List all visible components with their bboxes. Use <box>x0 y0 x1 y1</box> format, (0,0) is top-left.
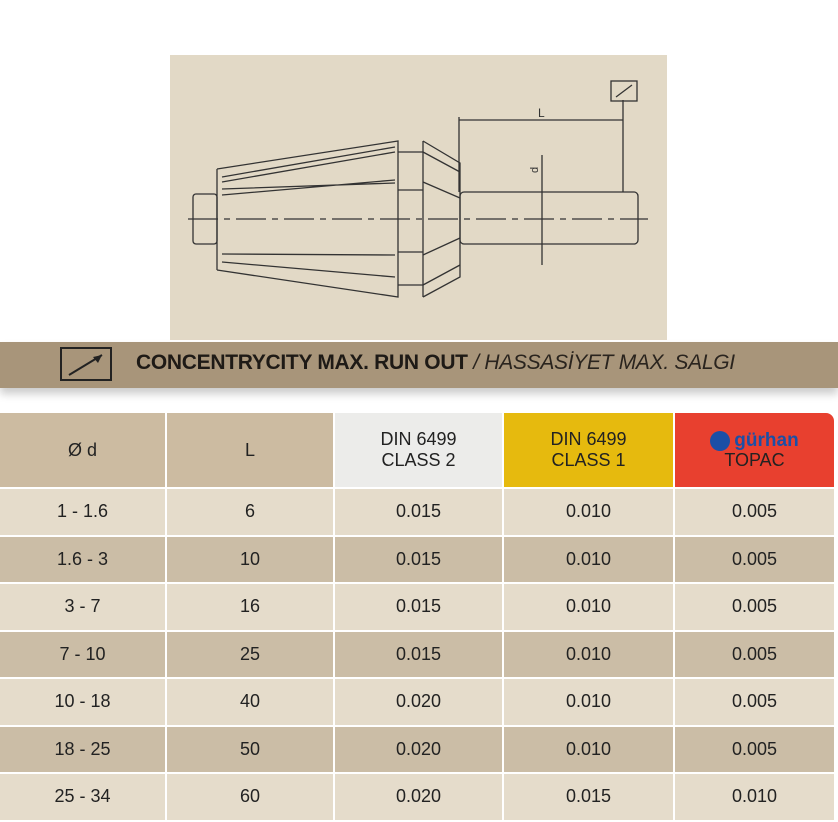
table-row: 1 - 1.6 6 0.015 0.010 0.005 <box>0 489 834 535</box>
table-cell: 0.020 <box>335 679 502 725</box>
table-cell: 0.015 <box>335 631 502 677</box>
table-row: 10 - 18 40 0.020 0.010 0.005 <box>0 679 834 725</box>
header-line: CLASS 2 <box>381 450 456 470</box>
runout-table: Ø d L DIN 6499 CLASS 2 DIN 6499 CLASS 1 gü… <box>0 411 836 822</box>
table-cell: 0.015 <box>335 536 502 582</box>
logo-text: gürhan <box>734 429 799 451</box>
table-cell: 1 - 1.6 <box>0 489 165 535</box>
gurhan-g-icon <box>710 430 731 451</box>
table-cell: 0.020 <box>335 774 502 820</box>
table-cell: 0.005 <box>675 726 834 772</box>
table-cell: 50 <box>167 726 333 772</box>
header-length: L <box>167 413 333 487</box>
header-din-class2: DIN 6499 CLASS 2 <box>335 413 502 487</box>
table-cell: 0.005 <box>675 631 834 677</box>
table-cell: 0.015 <box>504 774 673 820</box>
table-cell: 10 - 18 <box>0 679 165 725</box>
table-cell: 40 <box>167 679 333 725</box>
header-diameter: Ø d <box>0 413 165 487</box>
table-cell: 0.010 <box>675 774 834 820</box>
table-header-row: Ø d L DIN 6499 CLASS 2 DIN 6499 CLASS 1 gü… <box>0 413 834 487</box>
table-cell: 6 <box>167 489 333 535</box>
table-cell: 0.005 <box>675 536 834 582</box>
table-row: 18 - 25 50 0.020 0.010 0.005 <box>0 726 834 772</box>
section-banner: CONCENTRYCITY MAX. RUN OUT / HASSASİYET … <box>0 342 838 388</box>
gurhan-logo: gürhan <box>675 430 834 452</box>
header-line: CLASS 1 <box>551 450 626 470</box>
runout-arrow-icon <box>60 347 112 381</box>
table-cell: 1.6 - 3 <box>0 536 165 582</box>
banner-separator: / <box>467 351 485 374</box>
header-din-class1: DIN 6499 CLASS 1 <box>504 413 673 487</box>
header-topac: TOPAC <box>724 449 785 470</box>
table-cell: 0.010 <box>504 536 673 582</box>
banner-title-tr: HASSASİYET MAX. SALGI <box>484 351 735 374</box>
table-cell: 0.005 <box>675 584 834 630</box>
header-gurhan-topac: gürhan TOPAC <box>675 413 834 487</box>
runout-arrow-icon <box>615 84 633 98</box>
table-row: 1.6 - 3 10 0.015 0.010 0.005 <box>0 536 834 582</box>
table-cell: 0.010 <box>504 679 673 725</box>
table-row: 3 - 7 16 0.015 0.010 0.005 <box>0 584 834 630</box>
table-cell: 0.010 <box>504 489 673 535</box>
table-cell: 0.020 <box>335 726 502 772</box>
banner-title-en: CONCENTRYCITY MAX. RUN OUT <box>136 351 468 374</box>
table-row: 25 - 34 60 0.020 0.015 0.010 <box>0 774 834 820</box>
table-cell: 0.015 <box>335 584 502 630</box>
table-cell: 0.010 <box>504 584 673 630</box>
length-label: L <box>538 106 545 120</box>
table-cell: 18 - 25 <box>0 726 165 772</box>
diameter-label: d <box>529 167 541 173</box>
table-cell: 25 <box>167 631 333 677</box>
header-line: DIN 6499 <box>380 429 457 449</box>
table-cell: 3 - 7 <box>0 584 165 630</box>
table-cell: 0.010 <box>504 726 673 772</box>
collet-technical-drawing: d L <box>170 55 667 340</box>
table-row: 7 - 10 25 0.015 0.010 0.005 <box>0 631 834 677</box>
table-cell: 16 <box>167 584 333 630</box>
table-cell: 0.005 <box>675 489 834 535</box>
header-line: DIN 6499 <box>550 429 627 449</box>
table-cell: 0.015 <box>335 489 502 535</box>
table-cell: 60 <box>167 774 333 820</box>
table-cell: 25 - 34 <box>0 774 165 820</box>
table-cell: 10 <box>167 536 333 582</box>
table-cell: 7 - 10 <box>0 631 165 677</box>
table-cell: 0.010 <box>504 631 673 677</box>
table-cell: 0.005 <box>675 679 834 725</box>
